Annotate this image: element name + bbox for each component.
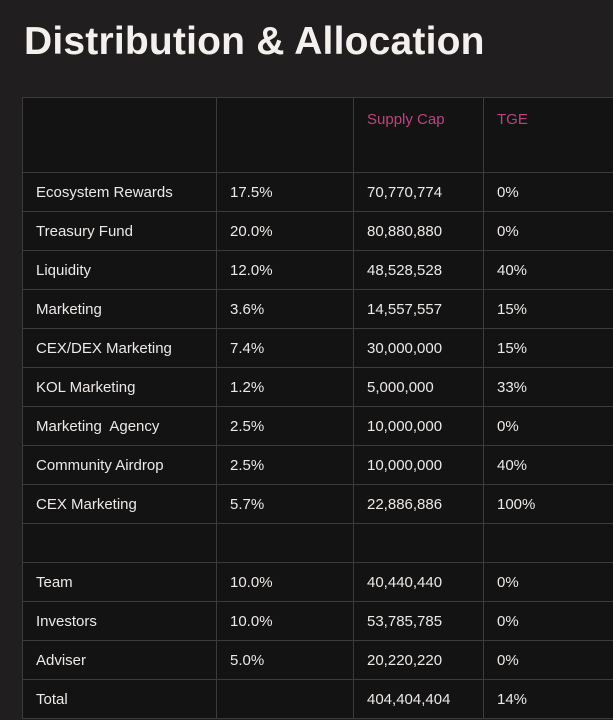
row-name-cell: Investors bbox=[22, 601, 217, 641]
pct-cell: 12.0% bbox=[216, 250, 354, 290]
tge-cell: 15% bbox=[483, 328, 613, 368]
table-row: KOL Marketing 1.2% 5,000,000 33% bbox=[22, 367, 613, 407]
tge-cell: 100% bbox=[483, 484, 613, 524]
table-row: Investors 10.0% 53,785,785 0% bbox=[22, 601, 613, 641]
supply-cap-cell: 10,000,000 bbox=[353, 406, 484, 446]
pct-cell: 7.4% bbox=[216, 328, 354, 368]
supply-cap-cell: 10,000,000 bbox=[353, 445, 484, 485]
supply-cap-cell: 40,440,440 bbox=[353, 562, 484, 602]
table-row: CEX Marketing 5.7% 22,886,886 100% bbox=[22, 484, 613, 524]
column-header-supply-cap: Supply Cap bbox=[353, 97, 484, 173]
row-name-cell: Community Airdrop bbox=[22, 445, 217, 485]
supply-cap-cell: 48,528,528 bbox=[353, 250, 484, 290]
tge-cell: 40% bbox=[483, 445, 613, 485]
supply-cap-cell: 20,220,220 bbox=[353, 640, 484, 680]
tge-cell: 14% bbox=[483, 679, 613, 719]
column-header-percent bbox=[216, 97, 354, 173]
tge-cell: 0% bbox=[483, 172, 613, 212]
supply-cap-cell: 70,770,774 bbox=[353, 172, 484, 212]
pct-cell bbox=[216, 679, 354, 719]
table-row: CEX/DEX Marketing 7.4% 30,000,000 15% bbox=[22, 328, 613, 368]
column-header-category bbox=[22, 97, 217, 173]
tge-cell: 0% bbox=[483, 406, 613, 446]
tge-cell: 40% bbox=[483, 250, 613, 290]
supply-cap-cell bbox=[353, 523, 484, 563]
tge-cell: 0% bbox=[483, 601, 613, 641]
tge-cell: 0% bbox=[483, 562, 613, 602]
pct-cell: 10.0% bbox=[216, 562, 354, 602]
tge-cell bbox=[483, 523, 613, 563]
row-name-cell: Ecosystem Rewards bbox=[22, 172, 217, 212]
pct-cell: 2.5% bbox=[216, 445, 354, 485]
table-row: Community Airdrop 2.5% 10,000,000 40% bbox=[22, 445, 613, 485]
table-row: Marketing Agency 2.5% 10,000,000 0% bbox=[22, 406, 613, 446]
page-title: Distribution & Allocation bbox=[24, 20, 485, 63]
pct-cell: 2.5% bbox=[216, 406, 354, 446]
row-name-cell: Adviser bbox=[22, 640, 217, 680]
row-name-cell: Liquidity bbox=[22, 250, 217, 290]
table-row: Adviser 5.0% 20,220,220 0% bbox=[22, 640, 613, 680]
table-row-spacer bbox=[22, 523, 613, 563]
row-name-cell: Treasury Fund bbox=[22, 211, 217, 251]
row-name-cell bbox=[22, 523, 217, 563]
row-name-cell: CEX/DEX Marketing bbox=[22, 328, 217, 368]
row-name-cell: Total bbox=[22, 679, 217, 719]
tge-cell: 0% bbox=[483, 211, 613, 251]
supply-cap-cell: 30,000,000 bbox=[353, 328, 484, 368]
pct-cell: 5.7% bbox=[216, 484, 354, 524]
table-row: Marketing 3.6% 14,557,557 15% bbox=[22, 289, 613, 329]
row-name-cell: Team bbox=[22, 562, 217, 602]
tge-cell: 15% bbox=[483, 289, 613, 329]
pct-cell: 20.0% bbox=[216, 211, 354, 251]
column-header-tge: TGE bbox=[483, 97, 613, 173]
table-row: Treasury Fund 20.0% 80,880,880 0% bbox=[22, 211, 613, 251]
pct-cell: 10.0% bbox=[216, 601, 354, 641]
supply-cap-cell: 14,557,557 bbox=[353, 289, 484, 329]
pct-cell: 1.2% bbox=[216, 367, 354, 407]
row-name-cell: KOL Marketing bbox=[22, 367, 217, 407]
tge-cell: 0% bbox=[483, 640, 613, 680]
row-name-cell: Marketing bbox=[22, 289, 217, 329]
supply-cap-cell: 53,785,785 bbox=[353, 601, 484, 641]
table-header-row: Supply Cap TGE bbox=[22, 97, 613, 173]
supply-cap-cell: 404,404,404 bbox=[353, 679, 484, 719]
table-row: Team 10.0% 40,440,440 0% bbox=[22, 562, 613, 602]
table-row: Ecosystem Rewards 17.5% 70,770,774 0% bbox=[22, 172, 613, 212]
pct-cell bbox=[216, 523, 354, 563]
row-name-cell: Marketing Agency bbox=[22, 406, 217, 446]
row-name-cell: CEX Marketing bbox=[22, 484, 217, 524]
supply-cap-cell: 22,886,886 bbox=[353, 484, 484, 524]
pct-cell: 3.6% bbox=[216, 289, 354, 329]
supply-cap-cell: 80,880,880 bbox=[353, 211, 484, 251]
table-row: Liquidity 12.0% 48,528,528 40% bbox=[22, 250, 613, 290]
pct-cell: 5.0% bbox=[216, 640, 354, 680]
allocation-table: Supply Cap TGE Ecosystem Rewards 17.5% 7… bbox=[22, 97, 613, 719]
tge-cell: 33% bbox=[483, 367, 613, 407]
table-row-total: Total 404,404,404 14% bbox=[22, 679, 613, 719]
pct-cell: 17.5% bbox=[216, 172, 354, 212]
supply-cap-cell: 5,000,000 bbox=[353, 367, 484, 407]
